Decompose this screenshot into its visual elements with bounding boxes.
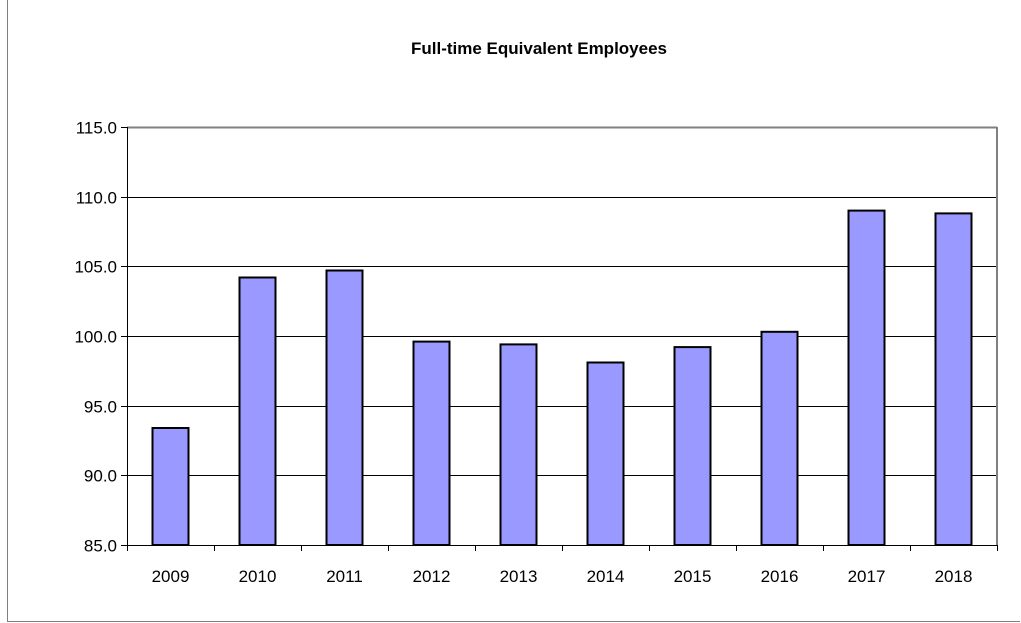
x-tick-labels: 2009 2010 2011 2012 2013 2014 2015 2016 2017 2018 [152,567,973,586]
bar-2018 [934,212,973,546]
bar-2013 [499,343,538,546]
x-tick-label: 2012 [413,567,451,586]
bar-2009 [151,427,190,546]
axes [121,126,998,551]
x-tick-label: 2009 [152,567,190,586]
bar-2010 [238,276,277,546]
y-tick-label: 90.0 [84,467,117,486]
bar-2017 [847,209,886,546]
y-tick-label: 110.0 [76,189,117,208]
bar-2012 [412,340,451,546]
bar-2016 [760,330,799,546]
x-tick-label: 2014 [587,567,625,586]
y-tick-label: 105.0 [74,258,117,277]
x-tick-label: 2010 [239,567,277,586]
x-tick-label: 2015 [674,567,712,586]
chart-title: Full-time Equivalent Employees [411,39,667,58]
y-tick-labels: 85.0 90.0 95.0 100.0 105.0 110.0 115.0 [74,119,117,556]
x-tick-label: 2018 [935,567,973,586]
x-tick-label: 2017 [848,567,886,586]
x-tick-label: 2011 [326,567,363,586]
x-tick-label: 2013 [500,567,538,586]
y-tick-label: 85.0 [84,537,117,556]
x-tick-label: 2016 [761,567,799,586]
y-tick-label: 115.0 [76,119,117,138]
bar-2014 [586,361,625,546]
y-tick-label: 100.0 [74,328,117,347]
bar-2015 [673,346,712,546]
y-tick-label: 95.0 [84,398,117,417]
bars [151,209,973,546]
bar-2011 [325,269,364,546]
